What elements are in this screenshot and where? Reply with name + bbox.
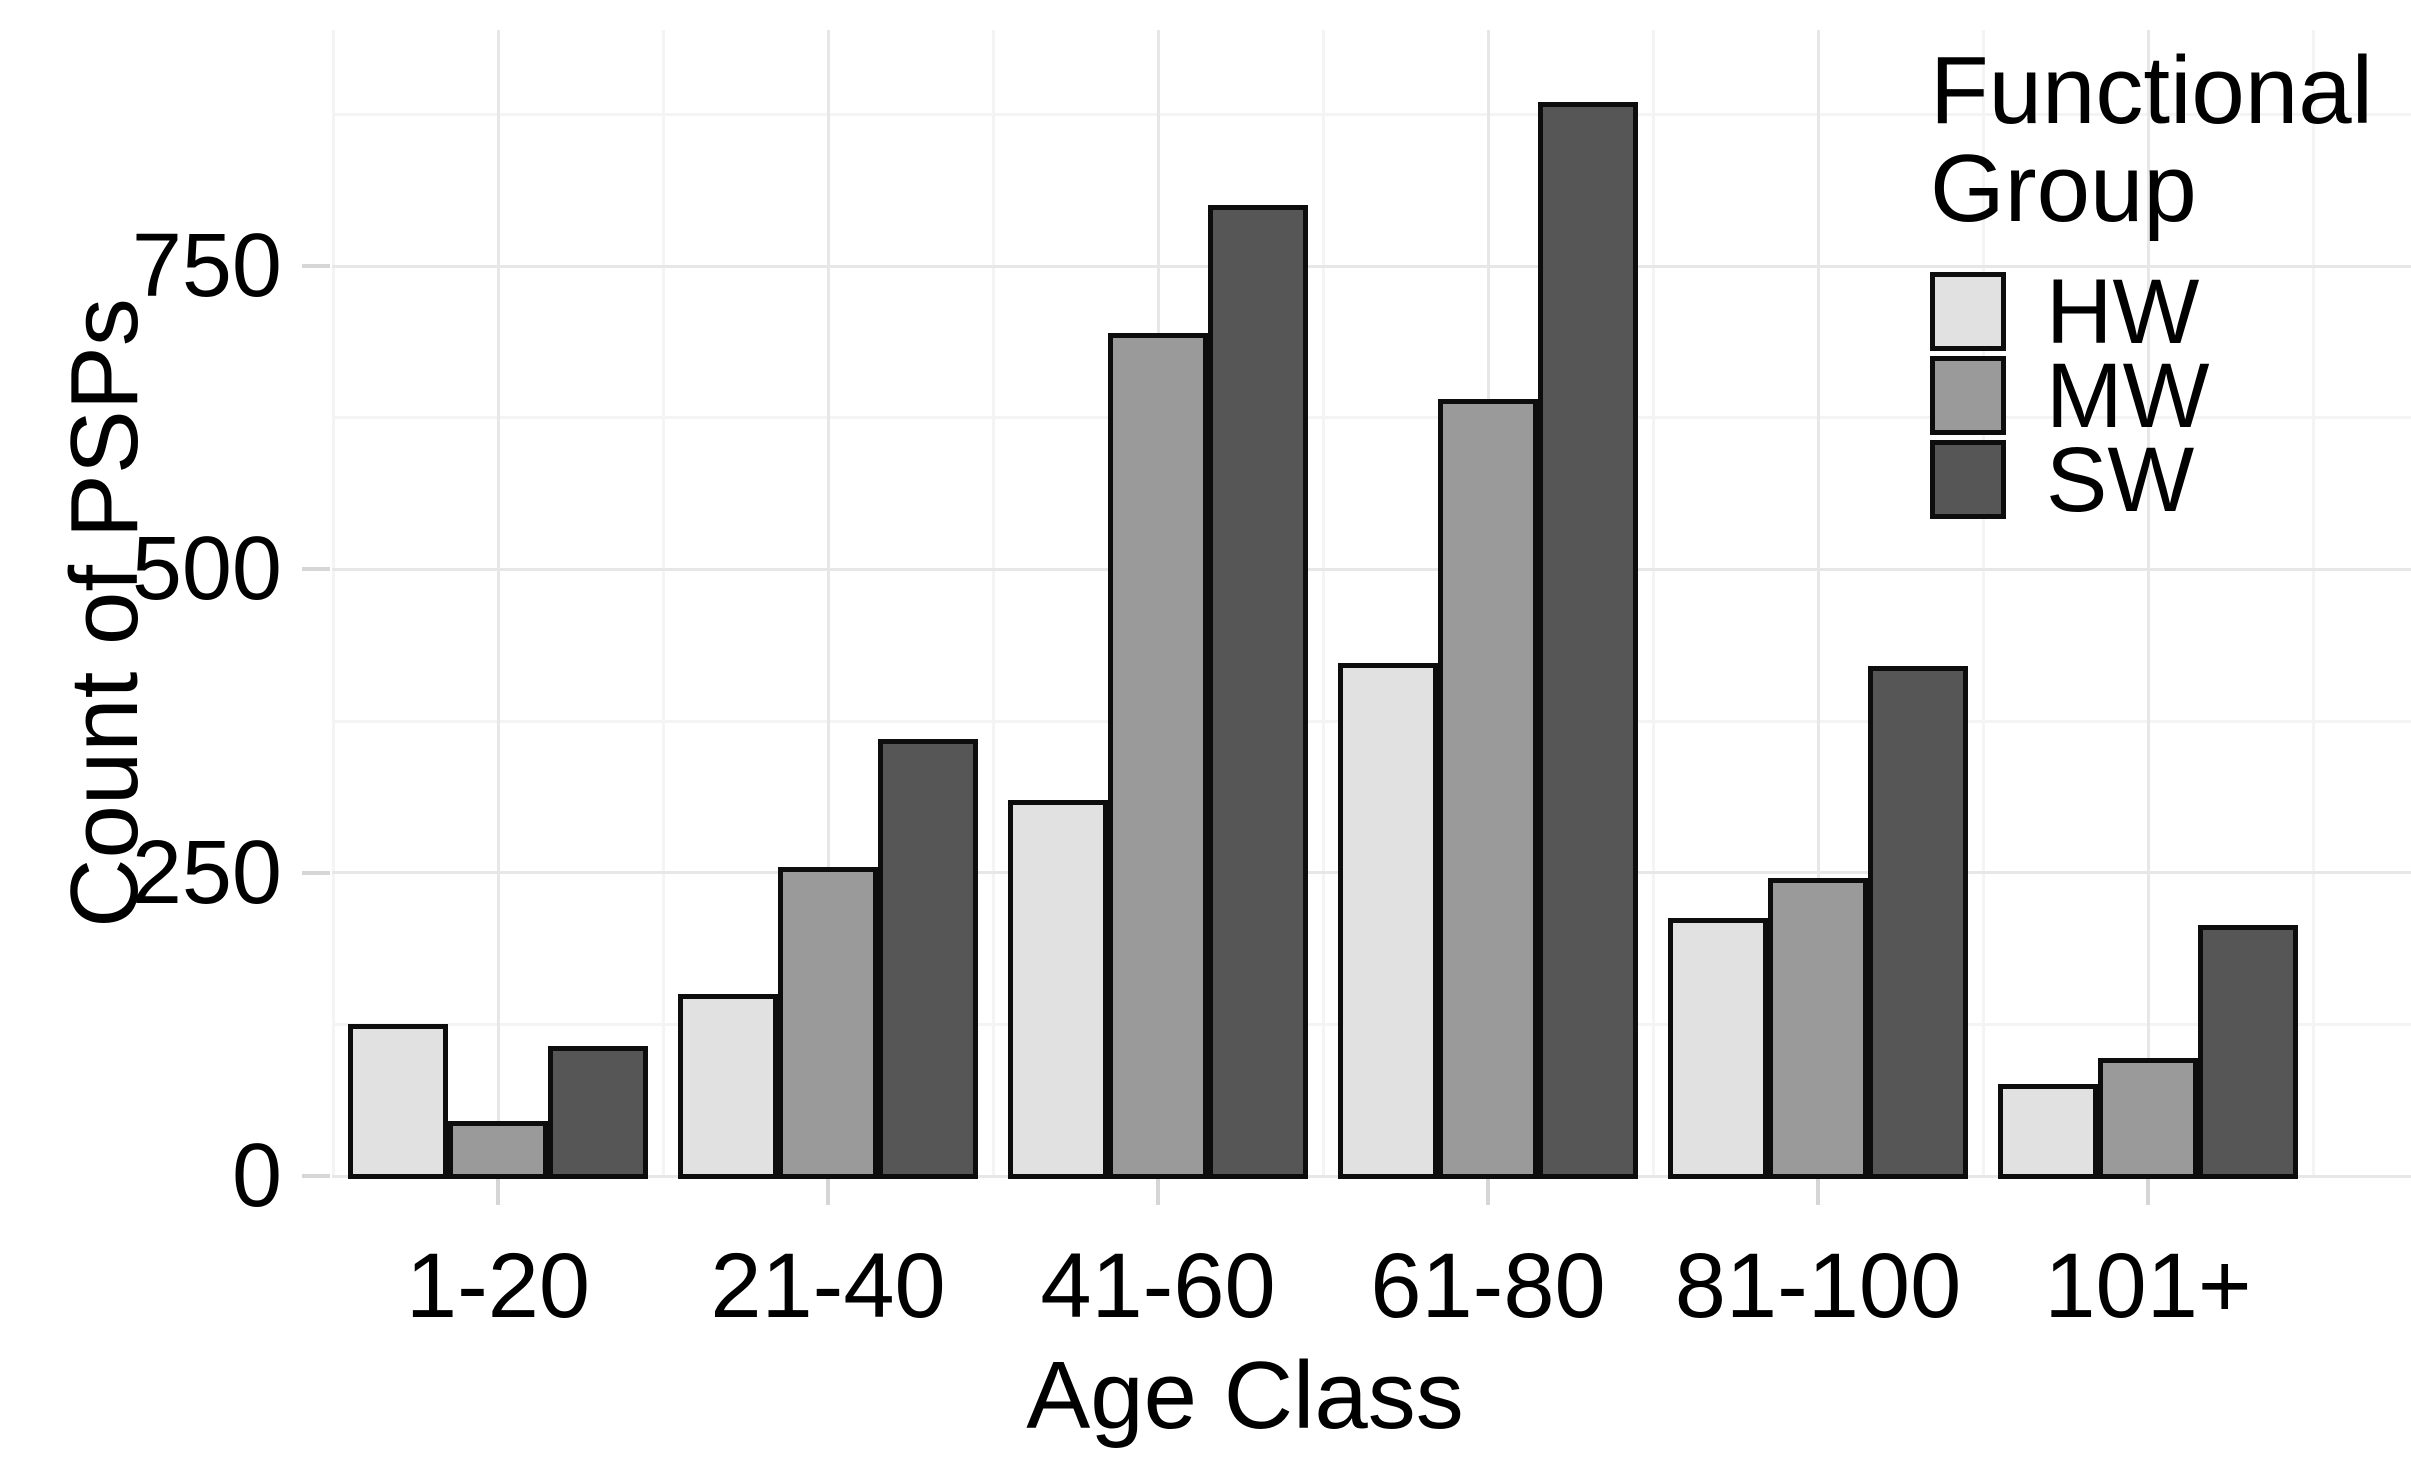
legend-items: HW MW SW xyxy=(1930,266,2373,526)
bar-mw-101+ xyxy=(2098,1058,2198,1179)
bar-mw-21-40 xyxy=(778,866,878,1179)
bar-sw-21-40 xyxy=(878,739,978,1179)
y-tick-label: 250 xyxy=(131,822,282,923)
y-minor-gridline xyxy=(332,112,2411,116)
x-minor-gridline xyxy=(2311,30,2315,1176)
x-tick-label: 101+ xyxy=(2044,1235,2252,1337)
x-major-gridline xyxy=(496,30,500,1176)
x-axis-tick xyxy=(1816,1177,1820,1205)
x-major-gridline xyxy=(826,30,830,1176)
y-axis-tick xyxy=(302,870,330,875)
bar-mw-81-100 xyxy=(1768,877,1868,1179)
bar-sw-61-80 xyxy=(1538,102,1638,1179)
x-tick-label: 61-80 xyxy=(1370,1235,1606,1337)
x-tick-label: 41-60 xyxy=(1040,1235,1276,1337)
x-minor-gridline xyxy=(1651,30,1655,1176)
legend-title: Functional Group xyxy=(1930,42,2373,238)
hw-swatch-icon xyxy=(1930,272,2006,351)
legend-item-sw: SW xyxy=(1930,434,2373,526)
x-major-gridline xyxy=(2146,30,2150,1176)
y-minor-gridline xyxy=(332,416,2411,420)
legend: Functional Group HW MW SW xyxy=(1930,42,2373,526)
bar-hw-41-60 xyxy=(1008,799,1108,1179)
mw-swatch-icon xyxy=(1930,356,2006,435)
bar-sw-1-20 xyxy=(548,1046,648,1179)
bar-mw-41-60 xyxy=(1108,332,1208,1179)
bar-mw-61-80 xyxy=(1438,399,1538,1179)
x-tick-label: 81-100 xyxy=(1674,1235,1962,1337)
legend-title-line1: Functional xyxy=(1930,37,2373,144)
bar-hw-101+ xyxy=(1998,1083,2098,1179)
bar-mw-1-20 xyxy=(448,1121,548,1179)
bar-hw-61-80 xyxy=(1338,662,1438,1179)
y-tick-label: 0 xyxy=(231,1126,282,1226)
x-minor-gridline xyxy=(1981,30,1985,1176)
x-axis-tick xyxy=(1156,1177,1160,1205)
x-minor-gridline xyxy=(991,30,995,1176)
x-tick-label: 21-40 xyxy=(710,1235,946,1337)
x-major-gridline xyxy=(1816,30,1820,1176)
legend-label: SW xyxy=(2046,428,2195,531)
x-axis-title: Age Class xyxy=(1026,1342,1464,1449)
legend-label: MW xyxy=(2046,344,2210,447)
y-tick-label: 500 xyxy=(131,519,282,620)
x-axis-tick xyxy=(826,1177,830,1205)
bar-hw-21-40 xyxy=(678,994,778,1179)
y-axis-tick xyxy=(302,567,330,572)
y-axis-tick xyxy=(302,264,330,269)
legend-item-mw: MW xyxy=(1930,350,2373,442)
bar-sw-81-100 xyxy=(1868,666,1968,1179)
x-minor-gridline xyxy=(1321,30,1325,1176)
legend-label: HW xyxy=(2046,260,2200,363)
x-axis-tick xyxy=(2146,1177,2150,1205)
legend-item-hw: HW xyxy=(1930,266,2373,358)
bar-sw-101+ xyxy=(2198,924,2298,1179)
y-tick-label: 750 xyxy=(131,216,282,317)
bar-hw-81-100 xyxy=(1668,917,1768,1179)
legend-title-line2: Group xyxy=(1930,135,2197,242)
x-axis-tick xyxy=(496,1177,500,1205)
x-minor-gridline xyxy=(661,30,665,1176)
y-axis-tick xyxy=(302,1174,330,1178)
x-tick-label: 1-20 xyxy=(405,1235,591,1337)
y-major-gridline xyxy=(332,567,2411,571)
sw-swatch-icon xyxy=(1930,440,2006,519)
bar-sw-41-60 xyxy=(1208,205,1308,1179)
y-major-gridline xyxy=(332,264,2411,268)
x-axis-tick xyxy=(1486,1177,1490,1205)
y-axis-title: Count of PSPs xyxy=(51,298,158,928)
x-minor-gridline xyxy=(331,30,335,1176)
bar-hw-1-20 xyxy=(348,1024,448,1179)
